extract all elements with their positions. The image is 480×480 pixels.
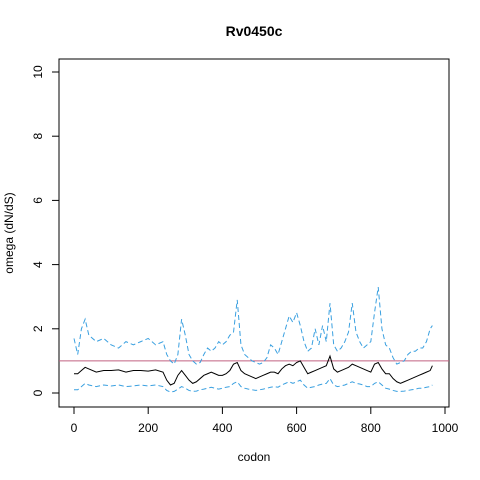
- x-tick-label: 0: [71, 421, 78, 435]
- series-layer: [73, 286, 433, 393]
- chart-title: Rv0450c: [226, 23, 283, 39]
- y-tick-label: 6: [31, 197, 45, 204]
- plot-frame: [58, 58, 450, 408]
- y-tick-label: 2: [31, 325, 45, 332]
- x-tick-label: 600: [287, 421, 307, 435]
- y-tick-label: 0: [31, 389, 45, 396]
- y-axis: 0 2 4 6 8 10: [31, 65, 60, 396]
- upper-bound-line: [73, 286, 433, 365]
- omega-estimate-line: [74, 354, 433, 386]
- x-axis: 0 200 400 600 800 1000: [71, 406, 459, 435]
- x-tick-label: 1000: [432, 421, 459, 435]
- y-axis-label: omega (dN/dS): [2, 192, 16, 273]
- x-axis-label: codon: [238, 450, 271, 464]
- y-tick-label: 10: [31, 65, 45, 79]
- x-tick-label: 200: [138, 421, 158, 435]
- y-tick-label: 8: [31, 133, 45, 140]
- x-tick-label: 800: [361, 421, 381, 435]
- lower-bound-line: [74, 377, 433, 393]
- y-tick-label: 4: [31, 261, 45, 268]
- x-tick-label: 400: [212, 421, 232, 435]
